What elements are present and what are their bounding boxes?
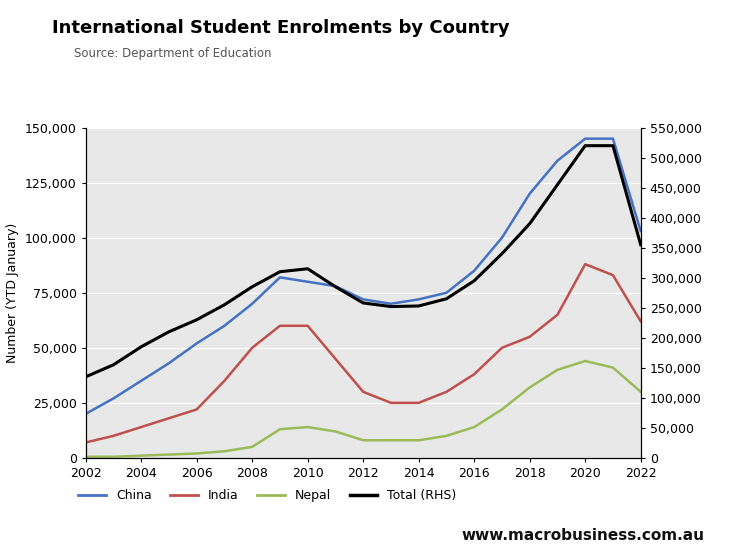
Text: International Student Enrolments by Country: International Student Enrolments by Coun… [52,19,510,37]
Text: Source: Department of Education: Source: Department of Education [74,47,272,60]
Legend: China, India, Nepal, Total (RHS): China, India, Nepal, Total (RHS) [73,484,462,507]
Text: www.macrobusiness.com.au: www.macrobusiness.com.au [462,528,705,543]
Text: MACRO: MACRO [600,28,670,46]
Text: BUSINESS: BUSINESS [598,63,672,75]
Y-axis label: Number (YTD January): Number (YTD January) [6,223,19,363]
